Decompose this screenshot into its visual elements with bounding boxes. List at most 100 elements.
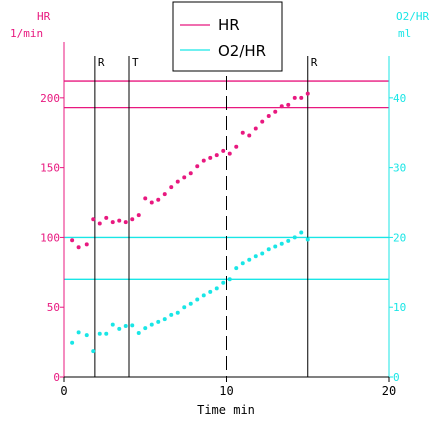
right-axis-tick-label-1: 10 [393, 301, 406, 314]
data-point-hr-11 [143, 196, 148, 201]
data-point-hr-35 [299, 95, 304, 100]
x-axis-tick-label-2: 20 [382, 384, 396, 398]
right-axis-label-line1: O2/HR [396, 10, 429, 23]
data-point-hr-2 [84, 242, 89, 247]
x-axis-label: Time min [197, 403, 255, 417]
data-point-o2hr-10 [136, 331, 141, 336]
left-axis-tick-label-1: 50 [47, 301, 60, 314]
data-point-hr-8 [123, 220, 128, 225]
left-axis-tick-label-2: 100 [40, 231, 60, 244]
data-point-o2hr-5 [104, 331, 109, 336]
data-point-hr-18 [188, 171, 193, 176]
left-axis-tick-label-0: 0 [53, 371, 60, 384]
data-point-hr-6 [110, 220, 115, 225]
data-point-hr-25 [234, 144, 239, 149]
data-point-o2hr-16 [175, 310, 180, 315]
data-point-hr-34 [292, 95, 297, 100]
data-point-o2hr-29 [260, 251, 265, 256]
data-point-o2hr-9 [130, 323, 135, 328]
data-point-hr-26 [240, 130, 245, 135]
data-point-o2hr-22 [214, 286, 219, 291]
right-axis-tick-label-4: 40 [393, 92, 406, 105]
legend-label-hr: HR [218, 16, 240, 34]
data-point-o2hr-6 [110, 322, 115, 327]
data-point-o2hr-31 [273, 244, 278, 249]
left-axis-label-line1: HR [37, 10, 51, 23]
x-axis-tick-label-0: 0 [60, 384, 67, 398]
right-axis-tick-label-0: 0 [393, 371, 400, 384]
data-point-o2hr-2 [84, 333, 89, 338]
data-point-o2hr-23 [221, 280, 226, 285]
data-point-hr-10 [136, 213, 141, 218]
data-point-hr-32 [279, 104, 284, 109]
data-point-o2hr-12 [149, 322, 154, 327]
data-point-hr-14 [162, 192, 167, 197]
data-point-o2hr-27 [247, 257, 252, 262]
data-point-o2hr-4 [97, 331, 102, 336]
data-point-o2hr-7 [117, 326, 122, 331]
left-axis-label-line2: 1/min [10, 27, 43, 40]
data-point-hr-4 [97, 221, 102, 226]
x-axis-tick-label-1: 10 [219, 384, 233, 398]
data-point-o2hr-36 [305, 237, 310, 242]
left-axis-tick-label-3: 150 [40, 162, 60, 175]
data-point-o2hr-35 [299, 230, 304, 235]
data-point-o2hr-1 [76, 330, 81, 335]
data-point-o2hr-19 [195, 297, 200, 302]
data-point-o2hr-30 [266, 247, 271, 252]
data-point-hr-28 [253, 126, 258, 131]
data-point-hr-21 [208, 155, 213, 160]
data-point-hr-7 [117, 218, 122, 223]
left-axis-tick-label-4: 200 [40, 92, 60, 105]
data-point-o2hr-0 [70, 340, 75, 345]
data-point-o2hr-18 [188, 301, 193, 306]
data-point-hr-0 [70, 238, 75, 243]
data-point-o2hr-33 [286, 238, 291, 243]
right-axis-tick-label-2: 20 [393, 231, 406, 244]
data-point-o2hr-24 [227, 277, 232, 282]
data-point-o2hr-11 [143, 326, 148, 331]
data-point-hr-27 [247, 133, 252, 138]
data-point-o2hr-26 [240, 261, 245, 266]
data-point-hr-3 [91, 217, 96, 222]
data-point-hr-19 [195, 164, 200, 169]
data-point-o2hr-8 [123, 324, 128, 329]
data-point-hr-15 [169, 185, 174, 190]
data-point-hr-31 [273, 109, 278, 114]
data-point-hr-33 [286, 102, 291, 107]
right-axis-label-line2: ml [398, 27, 411, 40]
phase-marker-label-0: R [98, 56, 105, 69]
data-point-o2hr-13 [156, 319, 161, 324]
data-point-o2hr-34 [292, 235, 297, 240]
plot-area: R T R 0 50 100 150 200 0 10 20 30 40 0 10 20 [40, 42, 406, 398]
data-point-hr-29 [260, 119, 265, 124]
data-point-hr-16 [175, 179, 180, 184]
data-point-hr-23 [221, 148, 226, 153]
data-point-hr-17 [182, 175, 187, 180]
phase-marker-label-1: T [132, 56, 139, 69]
data-point-hr-20 [201, 158, 206, 163]
data-point-o2hr-25 [234, 266, 239, 271]
legend-box [172, 1, 283, 72]
legend-label-o2hr: O2/HR [218, 42, 266, 60]
data-point-hr-12 [149, 200, 154, 205]
data-point-o2hr-15 [169, 312, 174, 317]
data-point-o2hr-20 [201, 293, 206, 298]
data-point-hr-5 [104, 215, 109, 220]
data-point-hr-22 [214, 153, 219, 158]
phase-marker-label-3: R [311, 56, 318, 69]
data-point-o2hr-32 [279, 241, 284, 246]
data-point-o2hr-21 [208, 289, 213, 294]
legend: HR O2/HR [172, 1, 283, 72]
data-point-hr-1 [76, 245, 81, 250]
data-point-hr-24 [227, 151, 232, 156]
data-point-o2hr-14 [162, 317, 167, 322]
data-point-hr-13 [156, 197, 161, 202]
data-point-hr-30 [266, 113, 271, 118]
data-point-hr-36 [305, 91, 310, 96]
data-point-o2hr-28 [253, 254, 258, 259]
data-point-o2hr-17 [182, 305, 187, 310]
data-point-o2hr-3 [91, 349, 96, 354]
right-axis-tick-label-3: 30 [393, 162, 406, 175]
